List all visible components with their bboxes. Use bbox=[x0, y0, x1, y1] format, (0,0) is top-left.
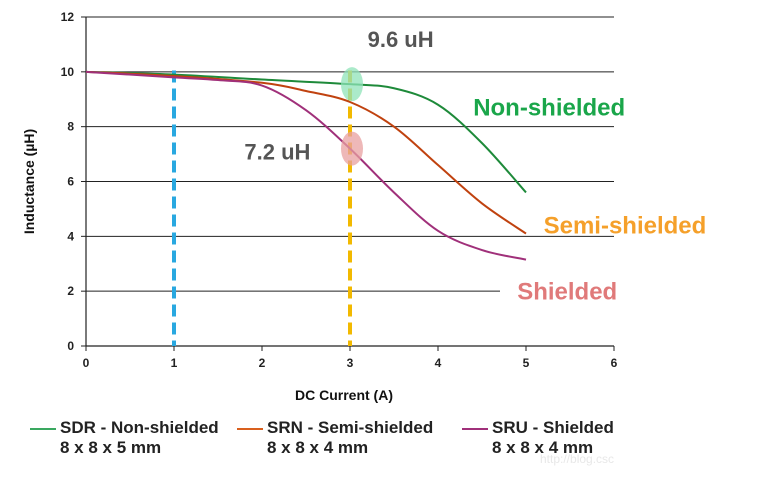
series-line-semi-shielded bbox=[85, 70, 527, 235]
x-tick-label-0: 0 bbox=[83, 356, 90, 370]
legend-swatch-sru bbox=[462, 427, 488, 430]
x-tick-label-1: 1 bbox=[171, 356, 178, 370]
annotation-9-6-uh: 9.6 uH bbox=[368, 27, 434, 52]
annotation-non-shielded: Non-shielded bbox=[473, 95, 625, 122]
watermark: http://blog.csc bbox=[540, 452, 615, 466]
y-tick-label-4: 4 bbox=[67, 229, 74, 243]
legend-swatch-sdr bbox=[30, 427, 56, 430]
annotation-shielded: Shielded bbox=[517, 278, 617, 305]
y-tick-label-8: 8 bbox=[67, 120, 74, 134]
legend-item-srn: SRN - Semi-shielded 8 x 8 x 4 mm bbox=[237, 418, 433, 458]
legend-dimensions-sdr: 8 x 8 x 5 mm bbox=[60, 438, 162, 457]
annotation-7-2-uh: 7.2 uH bbox=[244, 140, 310, 165]
y-tick-label-0: 0 bbox=[67, 339, 74, 353]
highlight-marker-1 bbox=[341, 67, 363, 102]
x-tick-label-4: 4 bbox=[435, 356, 442, 370]
highlight-marker-2 bbox=[341, 131, 363, 166]
y-tick-label-2: 2 bbox=[67, 284, 74, 298]
annotations: 9.6 uH 7.2 uH Non-shielded Semi-shielded Shi… bbox=[244, 27, 706, 305]
legend-label-sru: SRU - Shielded bbox=[492, 418, 614, 437]
highlight-markers bbox=[341, 67, 363, 166]
legend-item-sdr: SDR - Non-shielded 8 x 8 x 5 mm bbox=[30, 418, 219, 458]
annotation-semi-shielded: Semi-shielded bbox=[544, 213, 707, 240]
series-line-shielded bbox=[85, 70, 527, 261]
x-tick-label-6: 6 bbox=[611, 356, 618, 370]
legend-dimensions-srn: 8 x 8 x 4 mm bbox=[267, 438, 369, 457]
x-tick-label-5: 5 bbox=[523, 356, 530, 370]
y-tick-label-12: 12 bbox=[61, 10, 75, 24]
y-tick-label-10: 10 bbox=[61, 65, 75, 79]
legend-label-sdr: SDR - Non-shielded bbox=[60, 418, 219, 437]
series-line-non-shielded bbox=[85, 70, 527, 194]
y-tick-label-6: 6 bbox=[67, 175, 74, 189]
legend-dimensions-sru: 8 x 8 x 4 mm bbox=[492, 438, 594, 457]
legend-swatch-srn bbox=[237, 427, 263, 430]
x-axis-title: DC Current (A) bbox=[295, 387, 393, 403]
series-lines bbox=[85, 70, 527, 261]
x-tick-label-3: 3 bbox=[347, 356, 354, 370]
x-tick-label-2: 2 bbox=[259, 356, 266, 370]
y-axis-title: Inductance (µH) bbox=[21, 129, 37, 234]
reference-lines bbox=[172, 70, 352, 346]
legend-label-srn: SRN - Semi-shielded bbox=[267, 418, 434, 437]
legend-item-sru: SRU - Shielded 8 x 8 x 4 mm bbox=[462, 418, 614, 458]
